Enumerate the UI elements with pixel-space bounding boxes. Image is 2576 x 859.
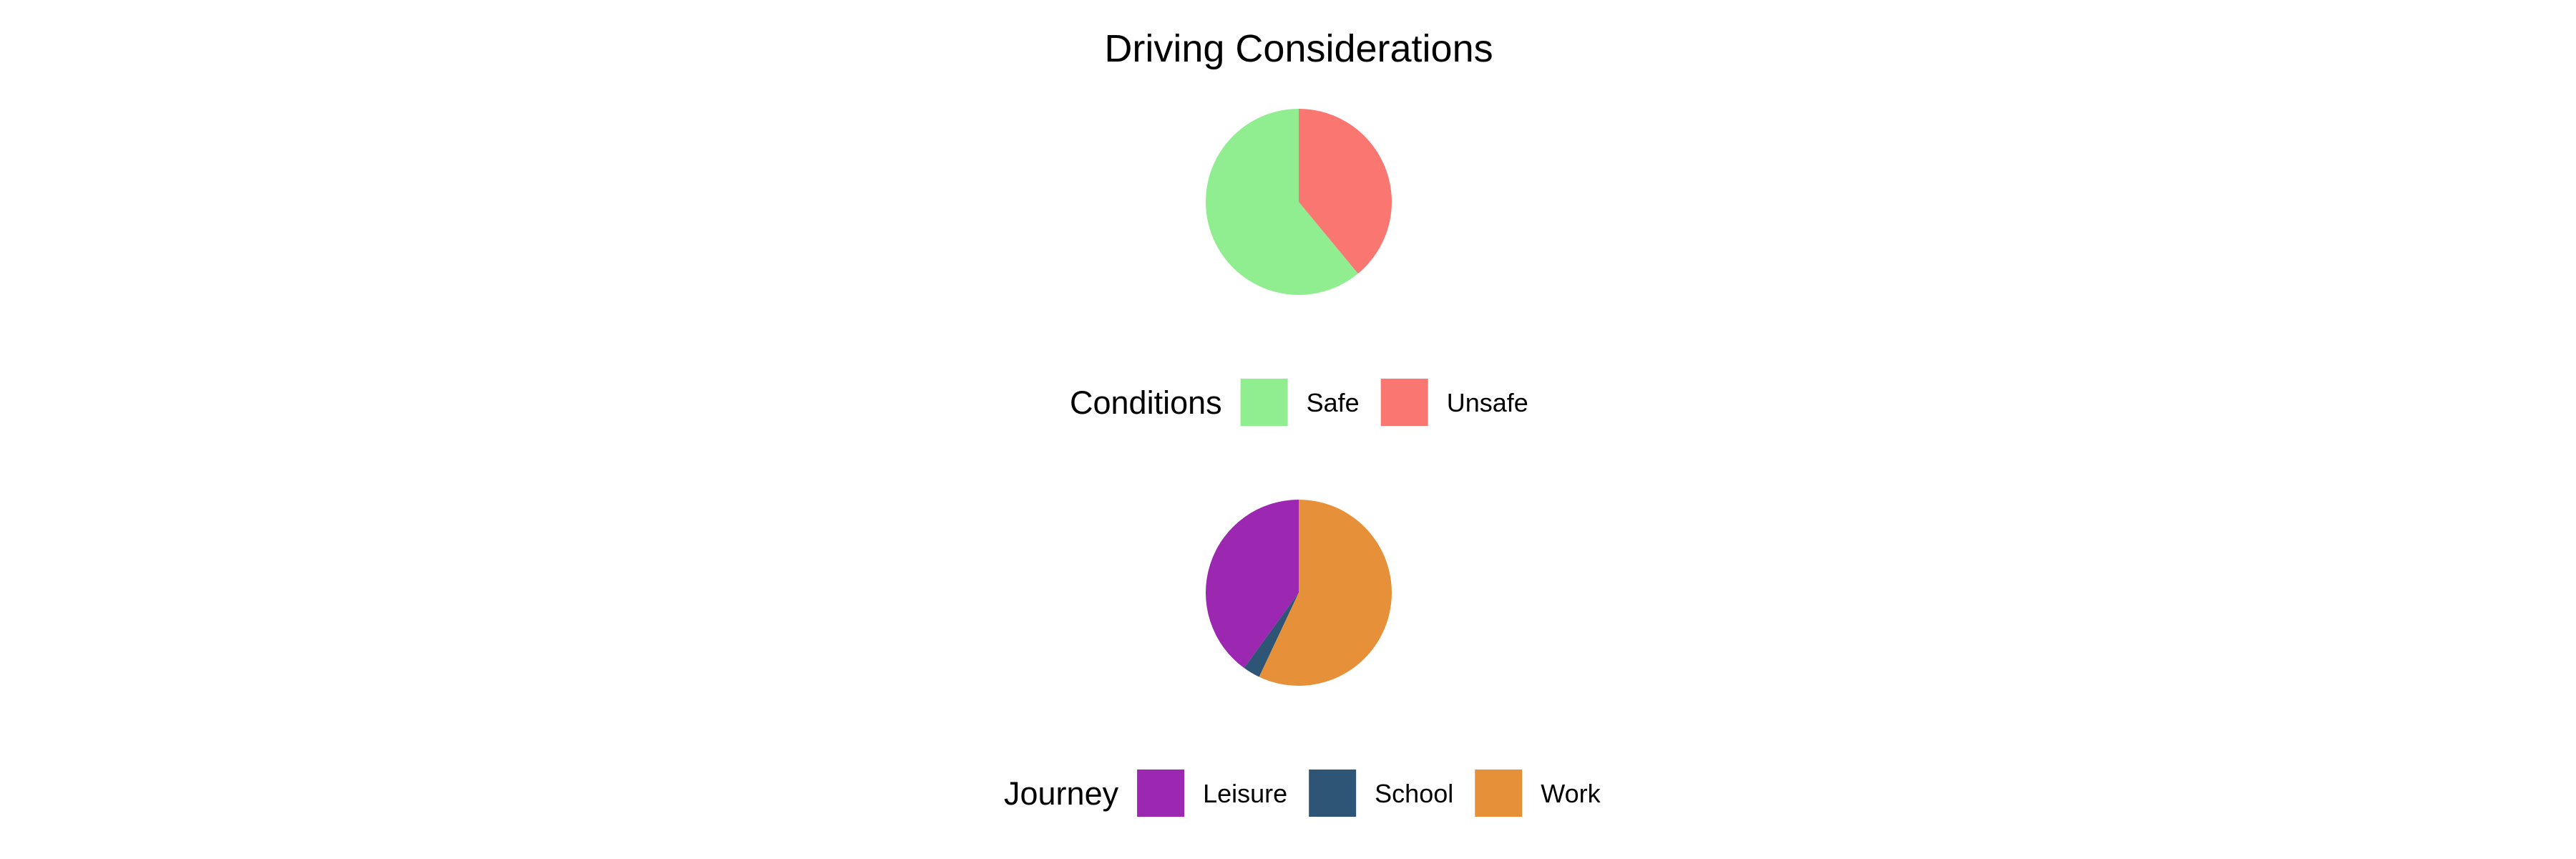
legend-label-school: School — [1375, 779, 1453, 808]
legend-title: Journey — [1004, 775, 1119, 812]
pie-slice-leisure — [1206, 500, 1299, 669]
pie-slice-school — [1244, 593, 1299, 677]
journey-legend: Journey Leisure School Work — [1004, 770, 1601, 817]
legend-swatch-unsafe — [1380, 379, 1428, 426]
legend-swatch-work — [1475, 770, 1523, 817]
legend-swatch-school — [1309, 770, 1357, 817]
pie-slice-work — [1259, 500, 1392, 686]
pie-slice-unsafe — [1299, 109, 1392, 274]
legend-label-leisure: Leisure — [1203, 779, 1287, 808]
chart-title: Driving Considerations — [1104, 27, 1493, 70]
legend-title: Conditions — [1070, 384, 1222, 421]
legend-label-work: Work — [1541, 779, 1601, 808]
legend-label-unsafe: Unsafe — [1447, 388, 1528, 417]
legend-swatch-leisure — [1137, 770, 1185, 817]
conditions-pie — [1206, 109, 1392, 296]
pie-slice-safe — [1206, 109, 1358, 296]
journey-pie — [1206, 500, 1392, 686]
legend-label-safe: Safe — [1307, 388, 1360, 417]
legend-swatch-safe — [1240, 379, 1288, 426]
conditions-legend: Conditions Safe Unsafe — [1070, 379, 1528, 426]
